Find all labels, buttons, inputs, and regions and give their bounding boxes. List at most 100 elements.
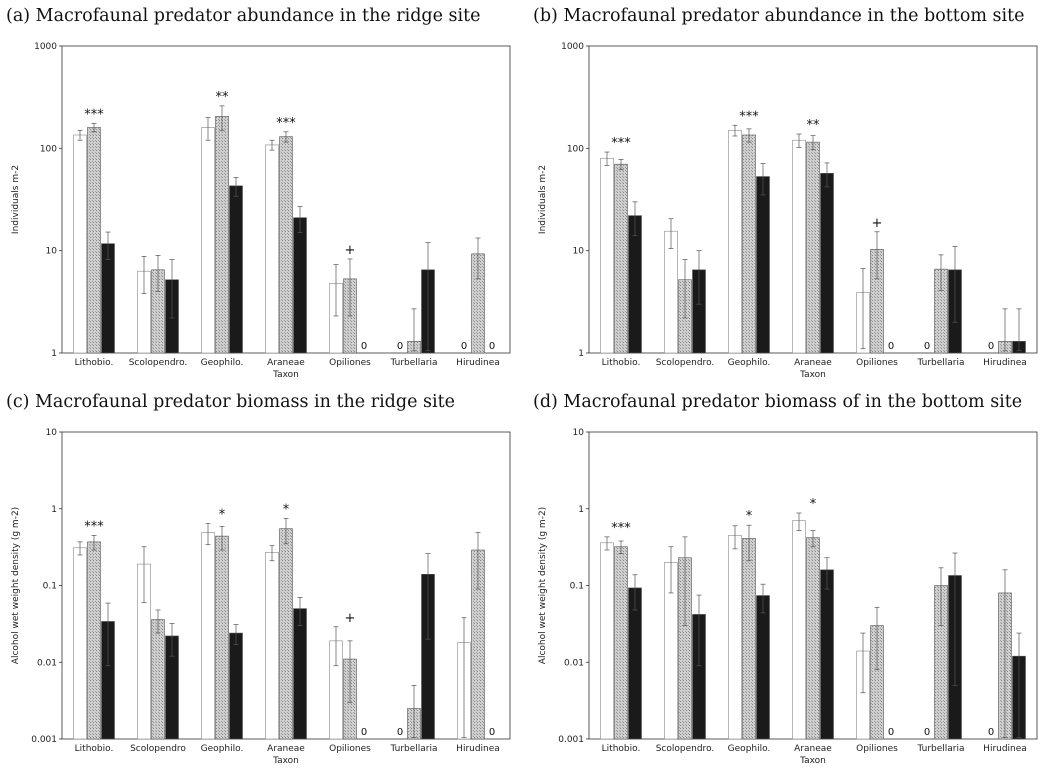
category-label: Geophilo. [728,358,771,368]
significance-label: *** [84,107,104,122]
y-tick-label: 10 [573,428,585,438]
zero-label: 0 [397,341,403,352]
significance-label: * [283,502,290,517]
category-label: Araneae [267,358,305,368]
bar [820,569,834,740]
category-label: Scolopendro. [656,744,715,754]
bar [279,136,293,354]
y-tick-label: 0.001 [558,735,584,745]
category-label: Turbellaria [389,744,437,754]
bar [628,215,642,354]
significance-label: + [345,611,356,626]
category-label: Opiliones [329,358,371,368]
category-label: Araneae [794,358,832,368]
zero-label: 0 [461,341,467,352]
bar [728,130,742,354]
chart-svg: 0.001 0.01 0.1 1 10 Alcohol wet weight densit… [11,428,511,766]
category-label: Lithobio. [602,744,641,754]
y-tick-label: 100 [567,144,584,154]
bar [87,541,101,740]
bar [215,535,229,740]
zero-label: 0 [489,341,495,352]
y-tick-label: 10 [573,247,585,257]
y-tick-label: 1000 [561,42,584,52]
y-tick-label: 1 [578,349,584,359]
bar [756,595,770,740]
zero-label: 0 [988,727,994,738]
significance-label: *** [611,136,631,151]
y-tick-label: 0.1 [570,582,584,592]
category-label: Lithobio. [75,358,114,368]
bar [279,528,293,740]
y-tick-label: 0.01 [564,658,584,668]
bar [265,144,279,354]
bar [792,520,806,740]
zero-label: 0 [924,727,930,738]
x-axis-label: Taxon [799,756,826,766]
chart-panel-c: (c) Macrofaunal predator biomass in the … [0,386,520,771]
category-label: Lithobio. [602,358,641,368]
bar [215,116,229,354]
y-axis-label: Individuals m-2 [11,165,21,234]
x-axis-label: Taxon [272,370,299,380]
bar [820,173,834,354]
bar [101,243,115,354]
bar [600,157,614,354]
y-axis-label: Individuals m-2 [538,165,548,234]
bar [73,547,87,740]
significance-label: ** [216,90,230,105]
category-label: Turbellaria [916,358,964,368]
y-tick-label: 0.1 [43,582,57,592]
y-tick-label: 10 [46,247,58,257]
bar [664,230,678,354]
category-label: Turbellaria [916,744,964,754]
chart-svg: 1 10 100 1000 Individuals m-2 Taxon Lithobio. *… [11,42,511,380]
category-label: Hirudinea [456,358,500,368]
significance-label: *** [84,519,104,534]
bar [614,163,628,354]
y-tick-label: 0.01 [37,658,57,668]
bar [728,535,742,740]
y-tick-label: 1000 [34,42,57,52]
bar [201,127,215,354]
significance-label: + [345,243,356,258]
chart-title: (a) Macrofaunal predator abundance in th… [6,6,481,26]
y-axis-label: Alcohol wet weight density (g m-2) [11,507,21,664]
significance-label: * [746,509,753,524]
category-label: Geophilo. [201,358,244,368]
category-label: Turbellaria [389,358,437,368]
bar [229,632,243,740]
x-axis-label: Taxon [799,370,826,380]
category-label: Scolopendro [130,744,186,754]
y-axis-label: Alcohol wet weight density (g m-2) [538,507,548,664]
chart-svg: 0.001 0.01 0.1 1 10 Alcohol wet weight densit… [538,428,1038,766]
bar [87,127,101,354]
bar [628,587,642,740]
category-label: Hirudinea [456,744,500,754]
chart-panel-a: (a) Macrofaunal predator abundance in th… [0,0,520,385]
chart-title: (b) Macrofaunal predator abundance in th… [533,6,1025,26]
chart-panel-d: (d) Macrofaunal predator biomass of in t… [527,386,1047,771]
x-axis-label: Taxon [272,756,299,766]
category-label: Geophilo. [201,744,244,754]
category-label: Opiliones [329,744,371,754]
bar [756,176,770,354]
category-label: Hirudinea [983,744,1027,754]
significance-label: ** [807,118,821,133]
chart-svg: 1 10 100 1000 Individuals m-2 Taxon Lithobio. *… [538,42,1038,380]
bar [201,532,215,740]
bar [806,537,820,740]
chart-title: (d) Macrofaunal predator biomass of in t… [533,392,1023,412]
bar [265,552,279,740]
significance-label: *** [739,109,759,124]
bar [293,217,307,354]
y-tick-label: 1 [51,505,57,515]
zero-label: 0 [988,341,994,352]
zero-label: 0 [361,727,367,738]
y-tick-label: 100 [40,144,57,154]
y-tick-label: 1 [578,505,584,515]
significance-label: + [872,216,883,231]
bar [73,134,87,354]
bar [792,139,806,354]
significance-label: * [219,508,226,523]
